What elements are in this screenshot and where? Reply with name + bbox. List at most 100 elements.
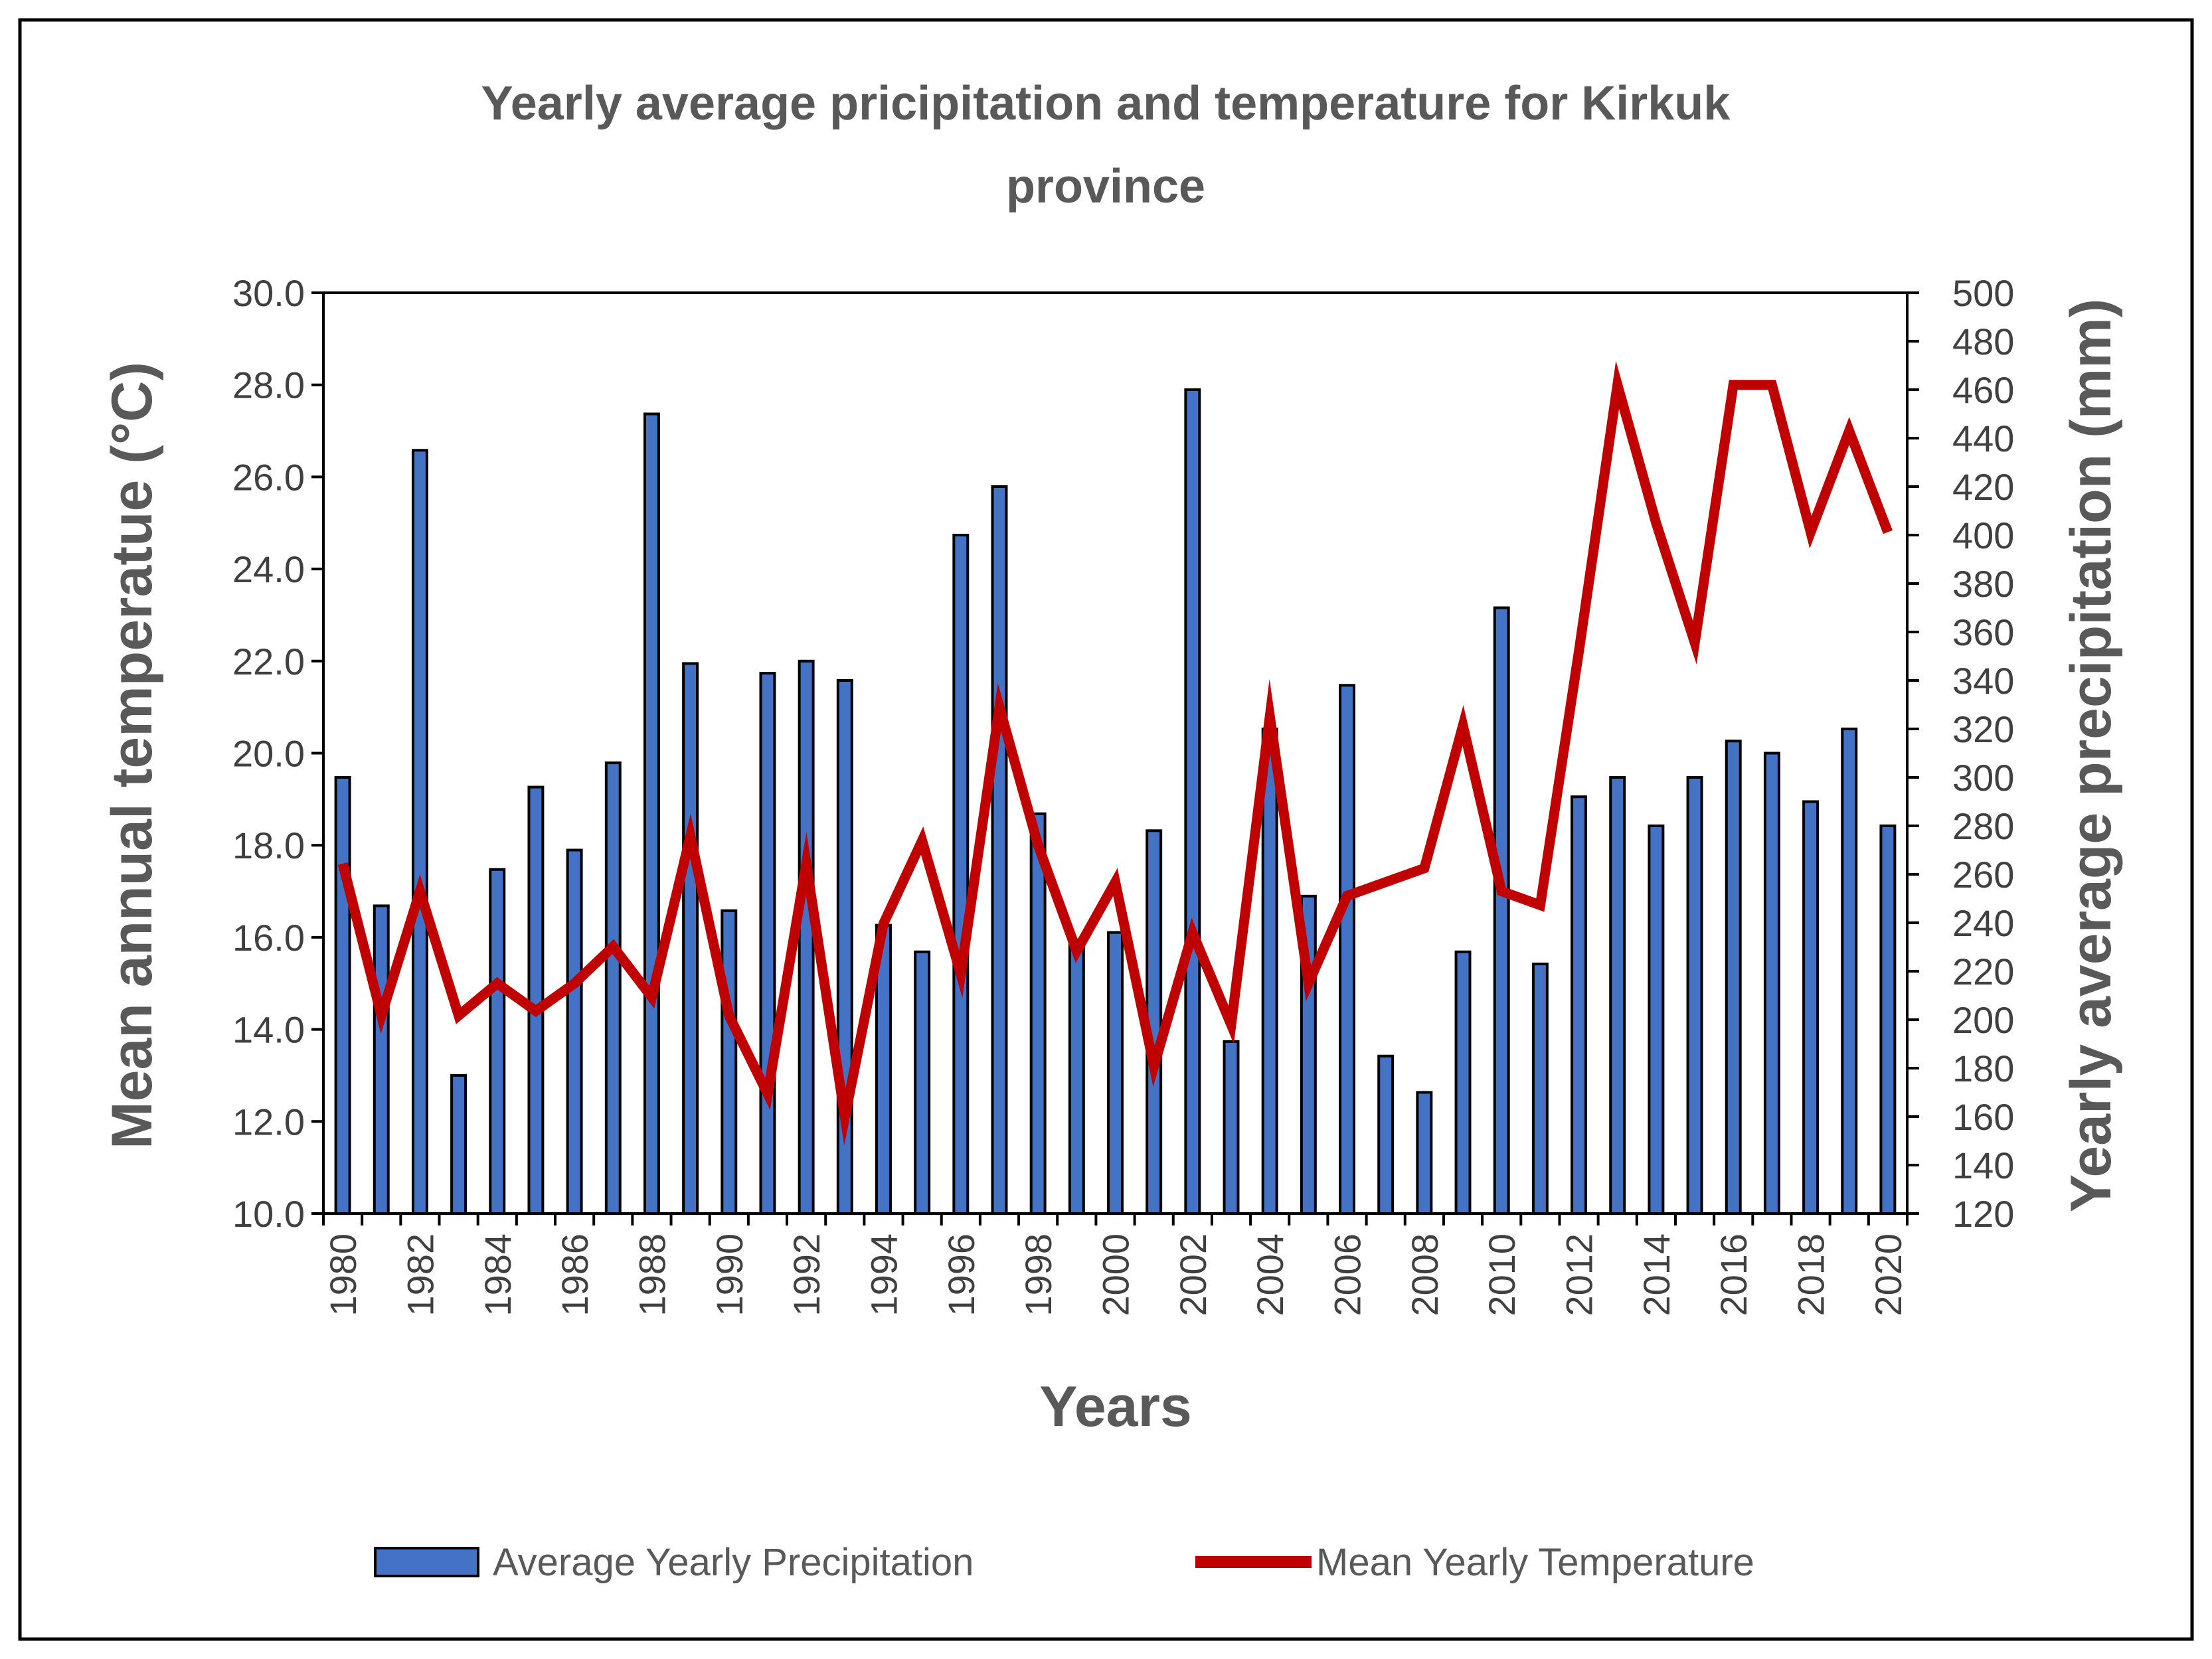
right-tick-label: 120 [1952,1193,2014,1235]
y-axis-right-title: Yearly average precipitation (mm) [2059,299,2123,1213]
temperature-point-1982 [419,891,420,892]
temperature-point-2005 [1308,983,1309,984]
precipitation-bar-1995 [914,950,931,1216]
x-tick-label-2012: 2012 [1559,1233,1600,1316]
temperature-point-1985 [535,1010,537,1012]
right-tick-label: 380 [1952,563,2014,605]
precipitation-bar-1988 [643,412,660,1215]
x-tick-label-1992: 1992 [786,1233,827,1316]
x-tick-label-2020: 2020 [1867,1233,1909,1316]
temperature-point-2016 [1733,384,1734,386]
precipitation-bar-1992 [798,659,815,1215]
precipitation-bar-1984 [489,868,506,1215]
temperature-point-1994 [883,923,884,924]
precipitation-bar-1999 [1068,938,1085,1216]
precipitation-bar-2010 [1493,606,1510,1215]
legend-precipitation-label: Average Yearly Precipitation [493,1541,974,1584]
temperature-point-2012 [1578,651,1580,653]
x-axis-title: Years [1039,1375,1192,1439]
temperature-point-2013 [1617,384,1618,386]
chart-title-line-1: Yearly average pricipitation and tempera… [481,77,1731,130]
temperature-line-layer [337,360,1893,1146]
temperature-point-2000 [1115,882,1116,883]
left-tick-label: 28.0 [232,364,305,406]
temperature-series-line [337,360,1893,1146]
precipitation-bar-2003 [1223,1040,1240,1215]
chart-title-line-2: province [1006,160,1205,213]
temperature-point-2008 [1424,868,1425,869]
right-tick-label: 220 [1952,951,2014,992]
y-axis-left-title: Mean annual temperatue (°C) [100,362,164,1149]
precipitation-bar-2015 [1686,776,1703,1215]
precipitation-bar-2004 [1261,728,1278,1215]
precipitation-bar-2011 [1531,963,1549,1216]
precipitation-bar-1996 [952,534,970,1215]
precipitation-bar-1990 [721,909,738,1215]
temperature-point-2003 [1231,1024,1232,1026]
left-tick-label: 14.0 [232,1009,305,1051]
temperature-point-1989 [690,835,691,836]
right-tick-label: 500 [1952,272,2014,314]
x-tick-label-1986: 1986 [554,1233,596,1316]
right-tick-label: 400 [1952,514,2014,556]
right-tick-label: 200 [1952,999,2014,1041]
precipitation-bar-2017 [1763,751,1780,1215]
precipitation-bar-2008 [1416,1091,1433,1215]
precipitation-bar-1985 [527,785,545,1215]
temperature-point-2011 [1539,904,1541,906]
precipitation-bar-1986 [566,848,583,1215]
x-tick-label-2002: 2002 [1172,1233,1214,1316]
legend-precipitation-swatch [374,1547,479,1577]
right-tick-label: 300 [1952,757,2014,799]
precipitation-bar-2018 [1802,800,1820,1215]
right-tick-label: 260 [1952,854,2014,896]
precipitation-bar-1980 [334,776,351,1215]
right-tick-label: 160 [1952,1096,2014,1138]
x-tick-label-1998: 1998 [1017,1233,1059,1316]
left-tick-label: 20.0 [232,733,305,775]
precipitation-bar-1983 [450,1073,468,1215]
x-axis-ticks: 1980 1982 1984 1986 1988 1990 1992 1994 1996 1998… [322,1214,1909,1316]
left-tick-label: 10.0 [232,1193,305,1235]
temperature-point-2009 [1462,725,1464,726]
temperature-point-2020 [1887,532,1889,533]
temperature-point-1986 [574,983,575,984]
temperature-point-2007 [1385,882,1387,883]
right-axis-ticks: 120 140 160 180 200 220 240 260 280 300 320 340 360 3… [1907,272,2014,1235]
left-tick-label: 12.0 [232,1101,305,1143]
temperature-point-1997 [999,706,1000,708]
right-tick-label: 140 [1952,1145,2014,1186]
precipitation-bars [334,388,1897,1216]
plot-area-frame [322,291,1909,1215]
right-tick-label: 480 [1952,321,2014,362]
x-tick-label-2000: 2000 [1095,1233,1137,1316]
temperature-point-1988 [651,996,652,998]
temperature-point-1987 [612,946,614,947]
precipitation-bar-2002 [1184,388,1201,1215]
temperature-point-1993 [844,1116,845,1117]
precipitation-bar-1997 [991,485,1008,1215]
x-tick-label-1988: 1988 [631,1233,673,1316]
temperature-point-2014 [1656,522,1657,524]
right-tick-label: 240 [1952,902,2014,944]
precipitation-bar-2012 [1571,795,1588,1215]
legend: Average Yearly Precipitation Mean Yearly… [374,1541,1754,1584]
precipitation-bar-1989 [682,662,699,1215]
precipitation-bar-2014 [1648,825,1665,1215]
temperature-point-2019 [1849,430,1850,432]
temperature-point-1998 [1037,844,1039,846]
left-tick-label: 16.0 [232,917,305,959]
precipitation-bar-1998 [1029,812,1047,1215]
x-tick-label-1982: 1982 [399,1233,441,1316]
x-tick-label-1996: 1996 [940,1233,982,1316]
x-tick-label-2006: 2006 [1327,1233,1369,1316]
temperature-point-2017 [1771,384,1772,386]
x-tick-label-2016: 2016 [1713,1233,1754,1316]
temperature-point-1983 [458,1015,460,1016]
x-tick-label-1994: 1994 [863,1233,904,1316]
temperature-point-2010 [1501,891,1502,892]
right-tick-label: 420 [1952,466,2014,508]
precipitation-bar-2019 [1841,728,1858,1215]
precipitation-bar-2009 [1454,950,1472,1216]
x-tick-label-1984: 1984 [477,1233,519,1316]
